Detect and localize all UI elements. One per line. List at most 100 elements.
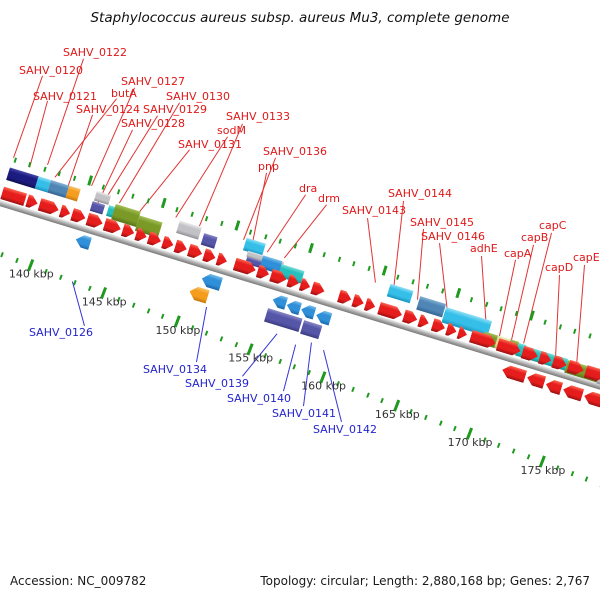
gene-block[interactable]: [582, 390, 600, 409]
ruler-tick: [263, 234, 268, 240]
ruler-tick: [308, 242, 314, 254]
gene-label[interactable]: butA: [111, 87, 137, 100]
gene-block[interactable]: [314, 309, 332, 326]
gene-block[interactable]: [364, 298, 377, 313]
ruler-tick: [322, 252, 327, 258]
gene-label[interactable]: SAHV_0140: [227, 392, 292, 405]
ruler-tick: [131, 302, 136, 308]
gene-label[interactable]: SAHV_0145: [410, 216, 475, 229]
gene-block[interactable]: [6, 167, 39, 189]
accession-text: Accession: NC_009782: [10, 574, 147, 588]
gene-label[interactable]: SAHV_0127: [121, 75, 186, 88]
gene-block[interactable]: [299, 303, 316, 320]
gene-block[interactable]: [285, 299, 302, 316]
ruler-tick: [219, 336, 224, 342]
ruler-tick: [543, 319, 548, 326]
ruler-tick: [337, 256, 341, 262]
leader-line: [367, 218, 376, 284]
ruler-label: 165 kbp: [374, 407, 420, 421]
leader-line: [499, 259, 516, 336]
ruler-tick: [424, 414, 428, 421]
ruler-label: 155 kbp: [228, 351, 274, 365]
gene-block[interactable]: [525, 371, 546, 389]
ruler-tick: [529, 310, 535, 321]
gene-label[interactable]: SAHV_0130: [166, 90, 231, 103]
ruler-tick: [204, 330, 209, 336]
ruler-tick: [146, 308, 151, 314]
ruler-tick: [234, 341, 238, 348]
gene-block[interactable]: [65, 185, 81, 202]
gene-label[interactable]: SAHV_0121: [33, 90, 98, 103]
gene-block[interactable]: [176, 220, 202, 240]
gene-label[interactable]: pnp: [258, 160, 279, 173]
gene-block[interactable]: [215, 252, 228, 267]
gene-label[interactable]: capB: [521, 231, 549, 244]
ruler-tick: [587, 333, 592, 339]
gene-label[interactable]: SAHV_0120: [19, 64, 84, 77]
gene-label[interactable]: SAHV_0133: [226, 110, 291, 123]
gene-block[interactable]: [416, 296, 447, 318]
gene-label[interactable]: drm: [318, 192, 341, 205]
ruler-tick: [558, 324, 562, 330]
gene-label[interactable]: SAHV_0143: [342, 204, 407, 217]
ruler-tick: [43, 166, 47, 172]
gene-label[interactable]: SAHV_0124: [76, 103, 141, 116]
ruler-tick: [396, 274, 400, 280]
gene-label[interactable]: capE: [573, 251, 600, 264]
ruler-tick: [28, 162, 32, 168]
ruler-tick: [411, 279, 415, 285]
gene-label[interactable]: SAHV_0134: [143, 363, 208, 376]
gene-label[interactable]: capC: [539, 219, 567, 232]
gene-label[interactable]: SAHV_0128: [121, 117, 186, 130]
ruler-tick: [73, 280, 77, 286]
ruler-label: 150 kbp: [155, 323, 200, 337]
gene-block[interactable]: [188, 285, 210, 304]
gene-block[interactable]: [544, 378, 563, 395]
ruler-tick: [87, 175, 94, 186]
gene-label[interactable]: SAHV_0141: [272, 407, 337, 420]
gene-label[interactable]: SAHV_0126: [29, 326, 94, 339]
gene-block[interactable]: [74, 233, 92, 250]
gene-block[interactable]: [561, 383, 584, 401]
gene-label[interactable]: capA: [504, 247, 532, 260]
ruler-label: 170 kbp: [447, 435, 493, 449]
gene-label[interactable]: SAHV_0139: [185, 377, 250, 390]
gene-block[interactable]: [300, 320, 323, 340]
gene-label[interactable]: SAHV_0136: [263, 145, 328, 158]
gene-block[interactable]: [200, 272, 223, 291]
ruler-tick: [249, 229, 253, 235]
gene-block[interactable]: [200, 233, 218, 249]
ruler-label: 145 kbp: [81, 295, 127, 309]
gene-label[interactable]: dra: [299, 182, 318, 195]
leader-line: [13, 75, 44, 158]
ruler-tick: [87, 285, 92, 292]
ruler-tick: [175, 207, 179, 213]
gene-label[interactable]: SAHV_0122: [63, 46, 128, 59]
gene-label[interactable]: SAHV_0142: [313, 423, 378, 436]
ruler-tick: [380, 397, 384, 404]
gene-block[interactable]: [59, 204, 72, 219]
ruler-tick: [277, 358, 282, 365]
ruler-tick: [351, 386, 355, 393]
ruler-tick: [453, 425, 458, 432]
ruler-tick: [293, 243, 297, 249]
gene-label[interactable]: capD: [545, 261, 574, 274]
ruler-tick: [292, 364, 297, 370]
gene-label[interactable]: adhE: [470, 242, 498, 255]
gene-label[interactable]: sodM: [217, 124, 246, 137]
gene-label[interactable]: SAHV_0131: [178, 138, 243, 151]
gene-label[interactable]: SAHV_0144: [388, 187, 453, 200]
ruler-tick: [499, 306, 503, 312]
ruler-tick: [205, 216, 209, 222]
ruler-tick: [116, 189, 121, 195]
gene-block[interactable]: [417, 314, 430, 329]
ruler-label: 175 kbp: [520, 463, 566, 477]
ruler-tick: [381, 265, 388, 276]
gene-label[interactable]: SAHV_0146: [421, 230, 486, 243]
ruler-label: 160 kbp: [301, 379, 347, 393]
page-title: Staphylococcus aureus subsp. aureus Mu3,…: [90, 10, 510, 26]
gene-block[interactable]: [386, 283, 414, 304]
gene-label[interactable]: SAHV_0129: [143, 103, 208, 116]
gene-block[interactable]: [271, 293, 288, 310]
